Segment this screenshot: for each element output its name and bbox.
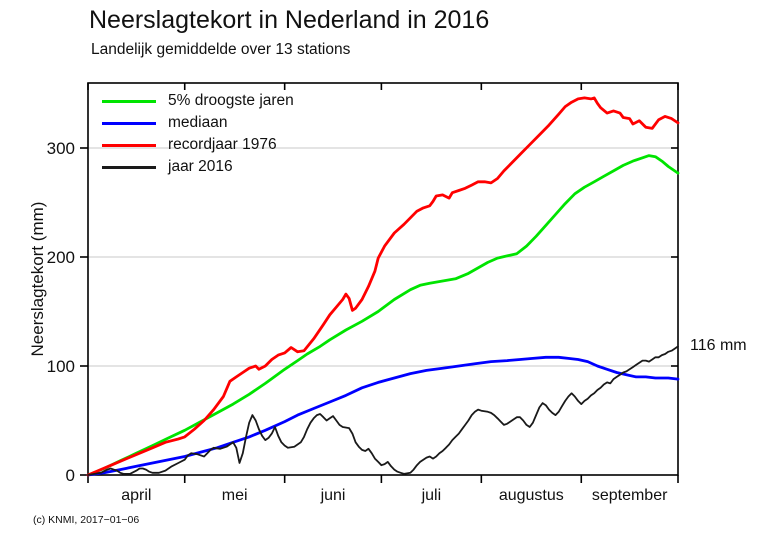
series-line-recordjaar-1976 — [86, 96, 680, 477]
legend-item: recordjaar 1976 — [102, 134, 294, 156]
credit-text: (c) KNMI, 2017−01−06 — [33, 514, 140, 526]
legend-label: recordjaar 1976 — [168, 136, 277, 153]
legend-item: mediaan — [102, 112, 294, 134]
month-label: juli — [421, 487, 442, 504]
legend-label: 5% droogste jaren — [168, 92, 294, 109]
end-value-annotation: 116 mm — [690, 337, 747, 354]
y-tick-label: 300 — [47, 139, 75, 158]
legend-swatch — [102, 143, 156, 147]
legend-label: mediaan — [168, 114, 228, 131]
y-axis-title: Neerslagtekort (mm) — [28, 201, 47, 357]
series-line-5-droogste-jaren — [86, 154, 680, 477]
series-line-jaar-2016 — [87, 345, 679, 476]
y-tick-label: 100 — [47, 357, 75, 376]
legend-label: jaar 2016 — [168, 158, 233, 175]
y-tick-label: 0 — [66, 466, 75, 485]
legend-swatch — [102, 165, 156, 169]
legend-item: jaar 2016 — [102, 156, 294, 178]
chart-subtitle: Landelijk gemiddelde over 13 stations — [91, 41, 351, 58]
month-label: september — [592, 487, 668, 504]
month-label: augustus — [499, 487, 564, 504]
legend-item: 5% droogste jaren — [102, 90, 294, 112]
y-tick-label: 200 — [47, 248, 75, 267]
legend: 5% droogste jaren mediaan recordjaar 1976 j… — [102, 90, 294, 178]
month-label: april — [121, 487, 151, 504]
chart-title: Neerslagtekort in Nederland in 2016 — [89, 6, 490, 34]
month-label: mei — [222, 487, 248, 504]
legend-swatch — [102, 121, 156, 125]
month-label: juni — [320, 487, 346, 504]
plot-frame — [87, 82, 679, 476]
series-line-mediaan — [86, 355, 680, 477]
legend-swatch — [102, 99, 156, 103]
